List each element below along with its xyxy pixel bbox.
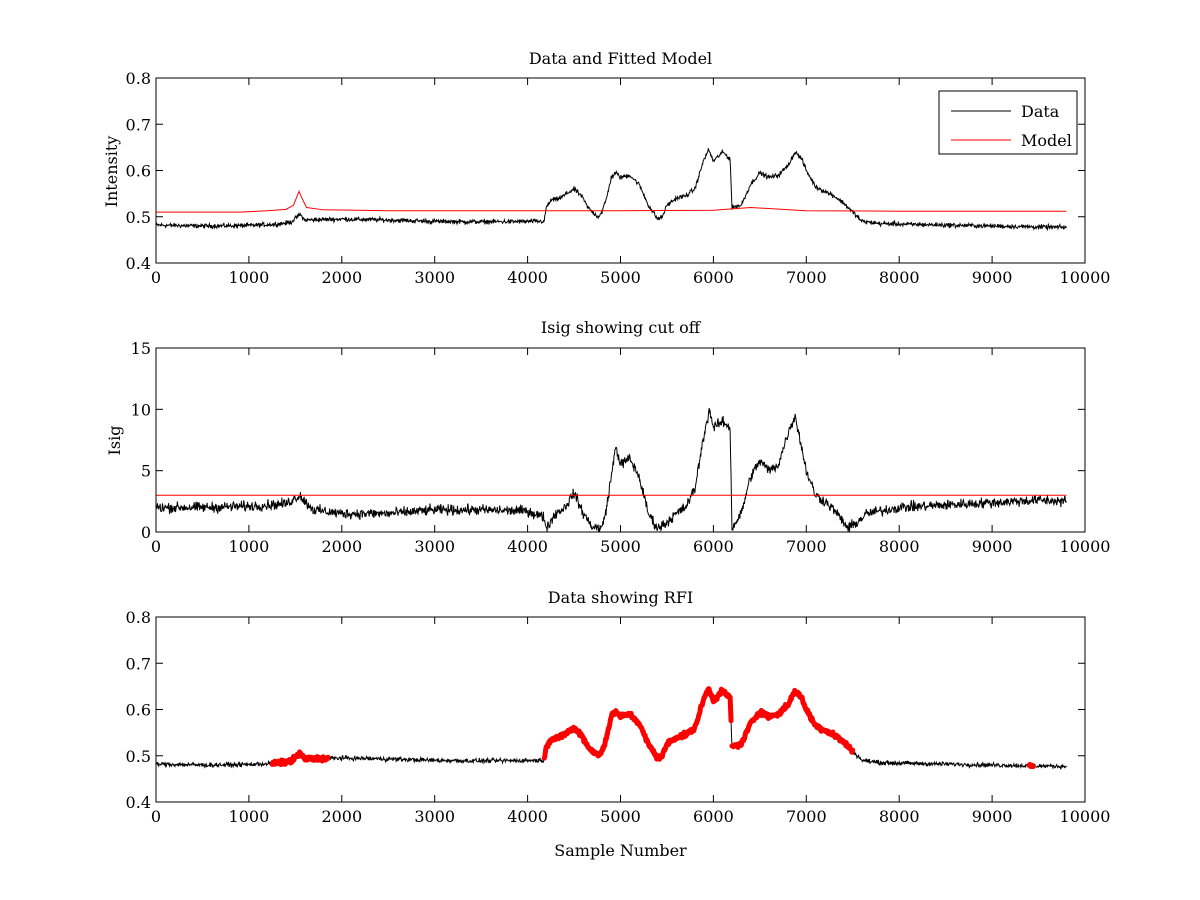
x-tick-label: 2000 [321,268,362,287]
panel-title: Data showing RFI [548,588,693,607]
y-tick-label: 0.7 [126,654,151,673]
legend-box [938,90,1078,155]
y-tick-label: 0.6 [126,701,151,720]
y-tick-label: 10 [131,400,151,419]
rfi-segment [729,687,856,755]
panel-title: Isig showing cut off [541,318,702,337]
y-tick-label: 0.5 [126,747,151,766]
y-tick-label: 0.7 [126,115,151,134]
series-line-data [156,407,1067,532]
y-axis-label: Isig [105,426,124,456]
x-tick-label: 4000 [507,807,548,826]
x-tick-label: 1000 [229,537,270,556]
x-tick-label: 1000 [229,807,270,826]
series-line-data [156,148,1067,232]
x-tick-label: 7000 [786,268,827,287]
x-tick-label: 2000 [321,537,362,556]
series-layer [156,686,1067,770]
x-tick-label: 0 [151,268,161,287]
x-tick-label: 7000 [786,807,827,826]
x-tick-label: 7000 [786,537,827,556]
axes-layer: 0 1000 2000 3000 4000 5000 6000 7000 8000 9000 100… [126,608,1111,826]
legend-label-model: Model [1021,131,1072,150]
legend-label-data: Data [1021,102,1060,121]
x-tick-label: 8000 [879,268,920,287]
panel-data-showing-rfi: Data showing RFI Sample Number 0 1000 2000… [126,588,1111,860]
x-tick-label: 5000 [600,537,641,556]
x-tick-label: 9000 [972,807,1013,826]
x-tick-label: 6000 [693,268,734,287]
panel-data-and-fitted-model: Data and Fitted Model Intensity 0 1000 200… [102,49,1110,287]
rfi-segment [1026,761,1036,770]
axes-layer: 0 1000 2000 3000 4000 5000 6000 7000 8000 9000 100… [126,69,1111,287]
y-tick-label: 15 [131,339,151,358]
y-tick-label: 5 [141,462,151,481]
y-tick-label: 0.8 [126,69,151,88]
x-tick-label: 1000 [229,268,270,287]
rfi-segment [541,686,734,762]
x-tick-label: 3000 [414,807,455,826]
x-tick-label: 4000 [507,268,548,287]
y-tick-label: 0 [141,523,151,542]
series-layer [156,407,1067,532]
x-tick-label: 8000 [879,807,920,826]
x-tick-label: 8000 [879,537,920,556]
panel-isig-showing-cut-off: Isig showing cut off Isig 0 1000 2000 3000 4… [105,318,1110,556]
series-layer [156,148,1067,232]
y-axis-label: Intensity [102,136,121,208]
y-tick-label: 0.4 [126,254,151,273]
x-tick-label: 2000 [321,807,362,826]
y-tick-label: 0.8 [126,608,151,627]
x-tick-label: 9000 [972,268,1013,287]
y-tick-label: 0.4 [126,793,151,812]
x-tick-label: 4000 [507,537,548,556]
x-tick-label: 5000 [600,807,641,826]
x-tick-label: 5000 [600,268,641,287]
axes-layer: 0 1000 2000 3000 4000 5000 6000 7000 8000 9000 100… [131,339,1111,556]
x-axis-label: Sample Number [554,841,687,860]
x-tick-label: 10000 [1060,807,1111,826]
legend: Data Model [938,90,1078,155]
series-line-model [156,189,1067,213]
panel-title: Data and Fitted Model [529,49,712,68]
x-tick-label: 3000 [414,537,455,556]
x-tick-label: 6000 [693,537,734,556]
y-tick-label: 0.5 [126,208,151,227]
x-tick-label: 3000 [414,268,455,287]
x-tick-label: 0 [151,537,161,556]
rfi-segment [269,749,331,768]
x-tick-label: 10000 [1060,537,1111,556]
x-tick-label: 6000 [693,807,734,826]
x-tick-label: 0 [151,807,161,826]
y-tick-label: 0.6 [126,162,151,181]
x-tick-label: 9000 [972,537,1013,556]
x-tick-label: 10000 [1060,268,1111,287]
